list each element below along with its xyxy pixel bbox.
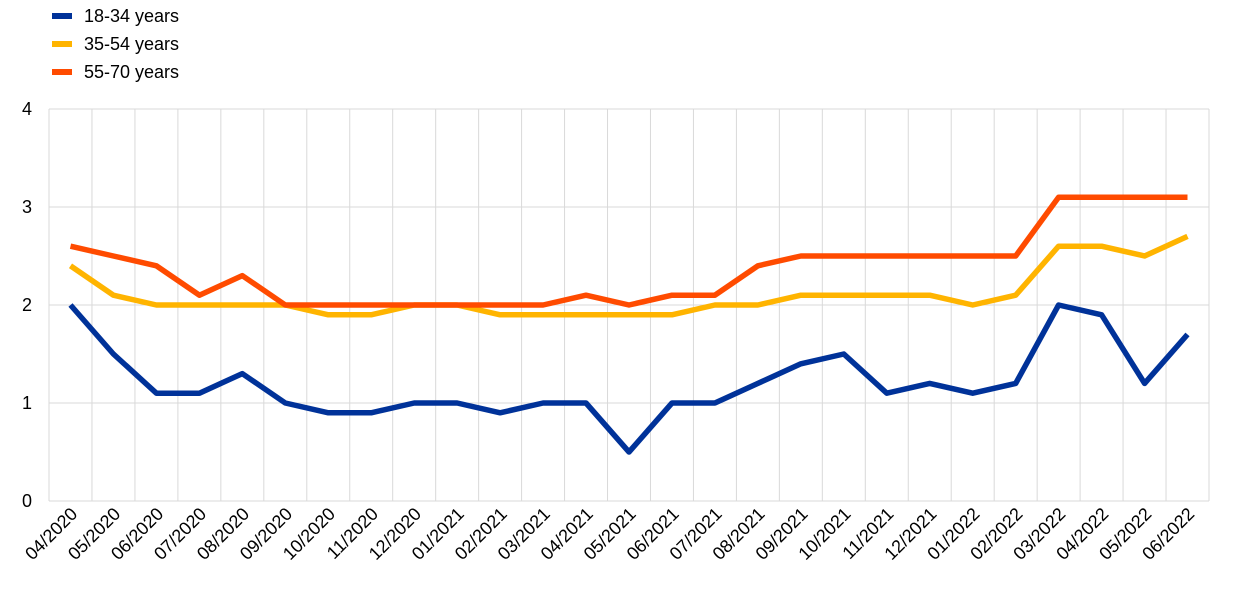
- legend-label: 35-54 years: [84, 33, 180, 54]
- legend-swatch: [52, 41, 72, 47]
- y-tick-label: 3: [22, 197, 32, 217]
- legend-item-35-54: 35-54 years: [52, 30, 179, 58]
- legend-item-18-34: 18-34 years: [52, 2, 179, 30]
- legend-label: 55-70 years: [84, 61, 180, 82]
- series-line-0: [68, 302, 1190, 455]
- x-axis: 04/202005/202006/202007/202008/202009/20…: [21, 504, 1198, 564]
- legend-swatch: [52, 69, 72, 75]
- y-tick-label: 0: [22, 491, 32, 511]
- legend: 18-34 years 35-54 years 55-70 years: [52, 2, 179, 86]
- y-tick-label: 1: [22, 393, 32, 413]
- y-axis: 0 1 2 3 4: [22, 99, 32, 511]
- legend-swatch: [52, 13, 72, 19]
- series-line-1: [68, 233, 1189, 318]
- series-lines: [68, 194, 1190, 455]
- y-tick-label: 4: [22, 99, 32, 119]
- y-tick-label: 2: [22, 295, 32, 315]
- series-line-2: [69, 194, 1188, 308]
- legend-item-55-70: 55-70 years: [52, 58, 179, 86]
- legend-label: 18-34 years: [84, 5, 180, 26]
